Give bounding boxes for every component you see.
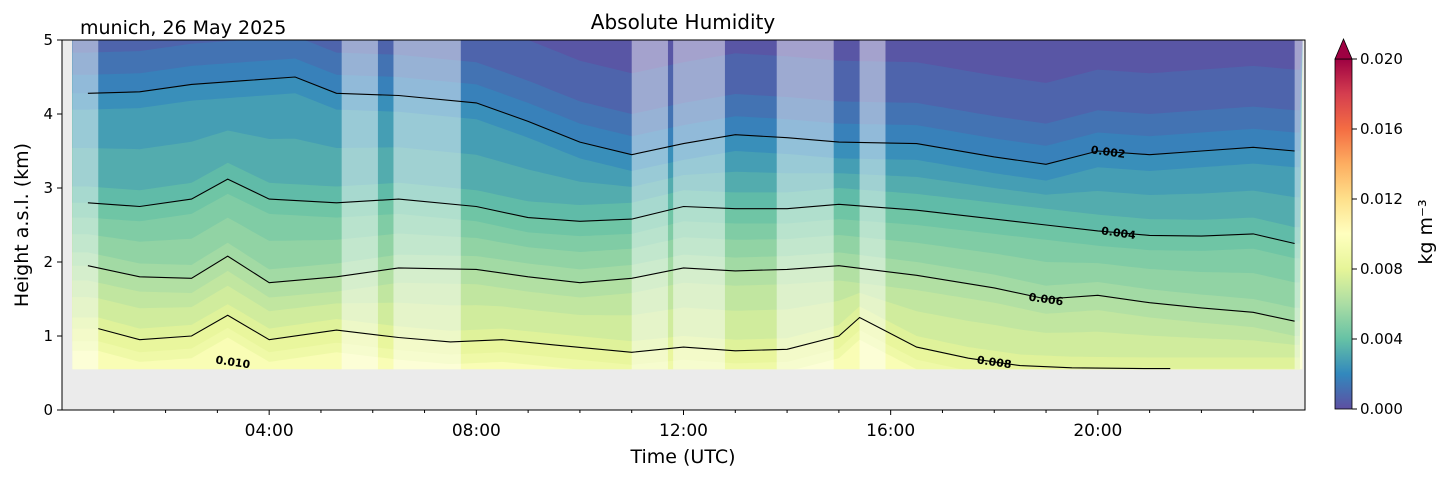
contour-line (87, 178, 1295, 245)
plot-area: 0.002 0.004 0.006 0.008 0.010 (62, 40, 1305, 410)
colorbar: 0.000 0.004 0.008 0.012 0.016 0.020 kg m⁻³ (1334, 37, 1437, 418)
humidity-fill-bands (72, 40, 1303, 370)
masked-period (393, 40, 461, 370)
y-tick-label: 1 (43, 327, 53, 345)
y-tick-label: 5 (43, 31, 53, 49)
humidity-band (72, 40, 1303, 83)
y-axis: 0 1 2 3 4 5 (43, 31, 62, 419)
contour-line (87, 255, 1295, 322)
contour-label: 0.010 (215, 354, 252, 372)
masked-period (631, 40, 668, 370)
x-tick-label: 16:00 (866, 421, 915, 441)
x-axis-label: Time (UTC) (629, 446, 735, 468)
colorbar-ticks: 0.000 0.004 0.008 0.012 0.016 0.020 (1352, 50, 1403, 418)
contour-label: 0.008 (976, 354, 1012, 372)
contour-label: 0.006 (1028, 291, 1065, 309)
y-tick-label: 2 (43, 253, 53, 271)
masked-periods (72, 40, 1303, 370)
x-tick-label: 20:00 (1073, 421, 1122, 441)
masked-period (859, 40, 886, 370)
colorbar-tick-label: 0.016 (1360, 120, 1403, 138)
chart-title: Absolute Humidity (591, 10, 776, 34)
y-axis-label: Height a.s.l. (km) (11, 143, 33, 307)
y-tick-label: 4 (43, 105, 53, 123)
y-tick-label: 3 (43, 179, 53, 197)
x-tick-label: 12:00 (659, 421, 708, 441)
contour-label: 0.004 (1100, 224, 1137, 242)
masked-period (1294, 40, 1303, 370)
colorbar-tick-label: 0.008 (1360, 260, 1403, 278)
contour-line (87, 76, 1295, 165)
colorbar-gradient (1334, 58, 1353, 410)
y-tick-label: 0 (43, 401, 53, 419)
contour-line (98, 314, 1171, 370)
contour-label: 0.002 (1090, 143, 1126, 161)
masked-period (72, 40, 99, 370)
masked-period (673, 40, 725, 370)
x-tick-label: 04:00 (245, 421, 294, 441)
colorbar-extend-arrow (1334, 37, 1353, 60)
chart-subtitle: munich, 26 May 2025 (80, 17, 286, 39)
masked-period (776, 40, 834, 370)
x-axis: 04:00 08:00 12:00 16:00 20:00 (113, 410, 1254, 441)
colorbar-tick-label: 0.020 (1360, 50, 1403, 68)
masked-period (341, 40, 378, 370)
x-tick-label: 08:00 (452, 421, 501, 441)
colorbar-tick-label: 0.012 (1360, 190, 1403, 208)
colorbar-label: kg m⁻³ (1415, 199, 1437, 264)
colorbar-tick-label: 0.004 (1360, 330, 1403, 348)
contour-lines: 0.002 0.004 0.006 0.008 0.010 (87, 76, 1295, 372)
colorbar-tick-label: 0.000 (1360, 400, 1403, 418)
